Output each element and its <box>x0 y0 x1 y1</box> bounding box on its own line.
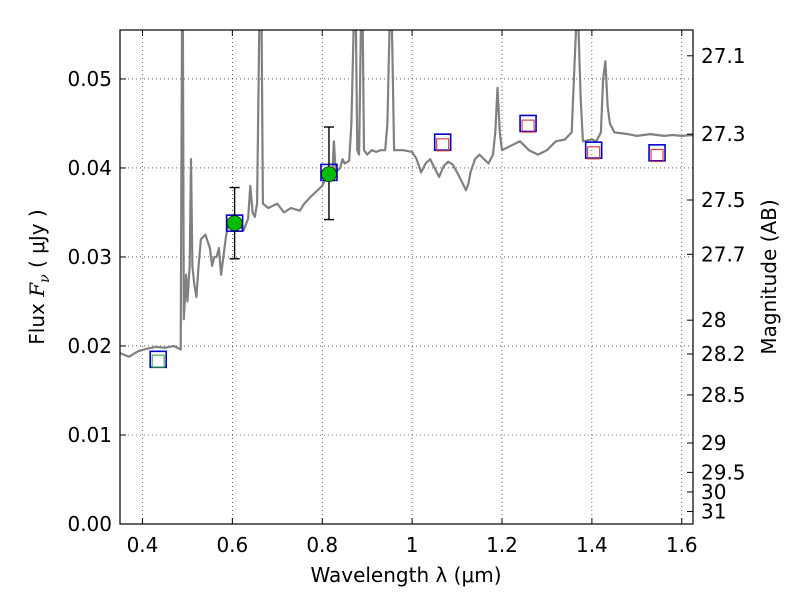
x-tick-label: 0.6 <box>216 533 248 557</box>
plot-frame <box>119 29 694 525</box>
y-axis-label-prefix: Flux <box>25 297 49 345</box>
y-tick-label: 0.00 <box>67 512 112 536</box>
y2-tick-label: 27.1 <box>701 44 746 68</box>
observed-point <box>321 166 337 182</box>
y-axis-label-var: F <box>25 282 49 298</box>
model_synthetic_photometry-marker <box>519 114 537 133</box>
y2-tick-label: 27.7 <box>701 242 746 266</box>
y2-tick-label: 29 <box>701 431 726 455</box>
y-tick-label: 0.03 <box>67 245 112 269</box>
y-tick-label: 0.02 <box>67 334 112 358</box>
non_detection-marker <box>151 354 165 368</box>
y2-tick-label: 28.2 <box>701 342 746 366</box>
x-tick-label: 1.2 <box>486 533 518 557</box>
observed-point <box>226 215 243 231</box>
upper_limits-marker <box>587 146 601 160</box>
x-tick-label: 1 <box>406 533 419 557</box>
upper_limits-marker <box>521 119 535 133</box>
y-tick-label: 0.01 <box>67 423 112 447</box>
y-axis-label-suffix: ( μJy ) <box>25 209 49 274</box>
y2-tick-label: 27.3 <box>701 122 746 146</box>
x-axis-label: Wavelength λ (μm) <box>310 563 501 587</box>
y-axis-label: Flux Fν ( μJy ) <box>25 209 53 344</box>
y2-tick-label: 31 <box>701 500 726 524</box>
x-tick-label: 0.4 <box>127 533 159 557</box>
x-tick-label: 1.4 <box>576 533 608 557</box>
y2-tick-label: 29.5 <box>701 460 746 484</box>
spectrum-line <box>120 30 693 358</box>
axis-ticks: 0.4 0.6 0.8 1 1.2 1.4 1.6 0.00 0.01 0.02 0.03 0.04 0… <box>67 30 746 557</box>
y-tick-label: 0.05 <box>67 67 112 91</box>
y2-tick-label: 28.5 <box>701 383 746 407</box>
y2-axis-label: Magnitude (AB) <box>757 199 781 354</box>
y2-tick-label: 30 <box>701 480 726 504</box>
model_synthetic_photometry-marker <box>648 144 666 162</box>
model_synthetic_photometry-marker <box>433 133 452 151</box>
x-tick-label: 1.6 <box>666 533 698 557</box>
plot-area <box>120 30 693 369</box>
y2-tick-label: 27.5 <box>701 188 746 212</box>
x-tick-label: 0.8 <box>306 533 338 557</box>
model_synthetic_photometry-marker <box>584 141 603 159</box>
y-axis-label-sub: ν <box>37 274 53 283</box>
y2-tick-label: 28 <box>701 308 726 332</box>
upper_limits-marker <box>650 148 664 163</box>
upper_limits-marker <box>436 138 450 152</box>
y-tick-label: 0.04 <box>67 156 112 180</box>
